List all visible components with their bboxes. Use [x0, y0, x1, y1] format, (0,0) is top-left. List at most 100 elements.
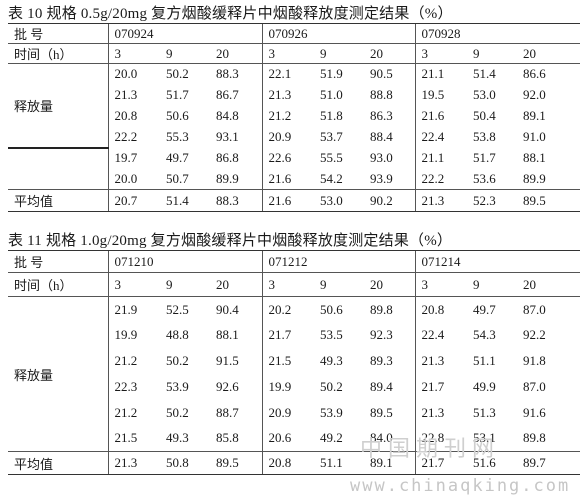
table-cell: 91.8	[523, 352, 546, 368]
time-value: 20	[364, 43, 416, 64]
average-cell: 52.3	[467, 189, 518, 212]
average-cell: 21.3	[414, 189, 468, 212]
table-cell: 93.0	[370, 150, 393, 165]
table-cell: 21.2	[107, 347, 160, 374]
table-cell: 85.8	[216, 430, 239, 446]
average-row: 平均值 20.7 51.4 88.3 21.6 53.0 90.2 21.3 5…	[8, 189, 581, 212]
table-cell: 22.8	[414, 425, 468, 452]
table-cell: 21.7	[261, 322, 315, 348]
batch-label: 批 号	[8, 250, 108, 273]
table-cell: 89.9	[523, 170, 546, 186]
average-label: 平均值	[8, 189, 108, 212]
table-cell: 88.7	[216, 404, 239, 420]
table-cell: 20.8	[107, 105, 160, 127]
table-cell: 20.8	[414, 296, 468, 323]
table-cell: 49.3	[166, 430, 189, 446]
table-cell: 89.8	[364, 296, 416, 323]
release-label: 释放量	[8, 63, 108, 149]
table-cell: 21.6	[414, 105, 468, 127]
table-cell: 20.2	[261, 296, 315, 323]
table-cell: 21.5	[261, 347, 315, 374]
time-label: 时间（h）	[8, 272, 108, 297]
table-cell: 19.7	[107, 147, 160, 169]
batch-number: 071212	[261, 250, 416, 273]
watermark-url: www.chinaqking.com	[350, 476, 571, 496]
time-value: 3	[261, 43, 315, 64]
average-cell: 51.6	[467, 451, 518, 475]
table-row: 20.8 50.6 84.8 21.2 51.8 86.3 21.6 50.4 …	[8, 105, 580, 127]
table-cell: 22.6	[261, 147, 315, 169]
table-cell: 21.5	[107, 425, 160, 452]
time-value: 9	[160, 43, 210, 64]
table-cell: 20.0	[107, 168, 160, 190]
table-cell: 50.6	[314, 296, 365, 323]
average-cell: 21.6	[261, 189, 315, 212]
table-11-caption: 表 11 规格 1.0g/20mg 复方烟酸缓释片中烟酸释放度测定结果（%）	[8, 233, 453, 249]
time-value: 9	[467, 272, 518, 297]
table-cell: 92.3	[370, 327, 393, 342]
table-cell: 50.2	[166, 404, 189, 420]
table-cell: 55.5	[320, 150, 343, 165]
table-cell: 20.6	[261, 425, 315, 452]
table-cell: 51.7	[166, 87, 189, 102]
table-cell: 49.7	[467, 296, 518, 323]
average-label: 平均值	[8, 451, 108, 475]
table-11: 批 号 071210 071212 071214 时间（h） 3 9 20 3 …	[8, 250, 581, 475]
batch-number: 071214	[414, 250, 581, 273]
time-value: 9	[314, 272, 365, 297]
time-value: 9	[160, 272, 210, 297]
table-cell: 51.1	[473, 352, 496, 368]
table-cell: 49.7	[166, 150, 189, 165]
table-cell: 22.2	[107, 126, 160, 148]
table-cell: 84.8	[216, 108, 239, 123]
table-cell: 49.3	[320, 352, 343, 368]
table-cell: 20.0	[107, 63, 160, 85]
average-cell: 21.7	[414, 451, 468, 475]
table-cell: 53.9	[166, 378, 189, 394]
watermark-text: 中国期刊网	[360, 437, 501, 462]
table-cell: 86.8	[216, 150, 239, 165]
table-cell: 54.2	[320, 170, 343, 186]
table-cell: 50.6	[166, 108, 189, 123]
time-header-row: 时间（h） 3 9 20 3 9 20 3 9 20	[8, 43, 581, 64]
table-cell: 88.1	[523, 150, 546, 165]
table-cell: 88.1	[216, 327, 239, 342]
table-cell: 21.9	[107, 296, 160, 323]
table-cell: 22.4	[414, 322, 468, 348]
table-cell: 89.1	[523, 108, 546, 123]
table-cell: 51.0	[320, 87, 343, 102]
average-cell: 20.7	[107, 189, 160, 212]
table-cell: 54.3	[473, 327, 496, 342]
table-cell: 51.7	[473, 150, 496, 165]
time-value: 3	[414, 43, 468, 64]
table-cell: 21.2	[107, 399, 160, 426]
time-value: 20	[517, 272, 581, 297]
table-cell: 53.8	[473, 129, 496, 144]
table-cell: 89.4	[370, 378, 393, 394]
table-cell: 86.7	[216, 87, 239, 102]
average-cell: 90.2	[364, 189, 416, 212]
table-row: 19.9 48.8 88.1 21.7 53.5 92.3 22.4 54.3 …	[8, 322, 580, 348]
table-row: 22.2 55.3 93.1 20.9 53.7 88.4 22.4 53.8 …	[8, 126, 580, 148]
table-row: 19.7 49.7 86.8 22.6 55.5 93.0 21.1 51.7 …	[8, 147, 580, 169]
time-value: 20	[210, 272, 263, 297]
table-cell: 53.0	[473, 87, 496, 102]
batch-number: 070928	[414, 23, 581, 44]
table-cell: 90.4	[210, 296, 263, 323]
table-cell: 88.8	[370, 87, 393, 102]
time-value: 3	[414, 272, 468, 297]
table-cell: 21.6	[261, 168, 315, 190]
average-cell: 51.1	[314, 451, 365, 475]
table-cell: 91.5	[216, 352, 239, 368]
table-row: 22.3 53.9 92.6 19.9 50.2 89.4 21.7 49.9 …	[8, 373, 580, 400]
table-cell: 22.2	[414, 168, 468, 190]
time-value: 3	[261, 272, 315, 297]
table-cell: 91.0	[523, 129, 546, 144]
time-value: 3	[107, 272, 160, 297]
table-row: 21.5 49.3 85.8 20.6 49.2 84.0 22.8 53.1 …	[8, 425, 580, 452]
table-cell: 89.5	[370, 404, 393, 420]
table-cell: 19.9	[107, 322, 160, 348]
average-cell: 50.8	[160, 451, 210, 475]
batch-header-row: 批 号 071210 071212 071214	[8, 250, 581, 273]
table-10-caption: 表 10 规格 0.5g/20mg 复方烟酸缓释片中烟酸释放度测定结果（%）	[8, 6, 453, 22]
